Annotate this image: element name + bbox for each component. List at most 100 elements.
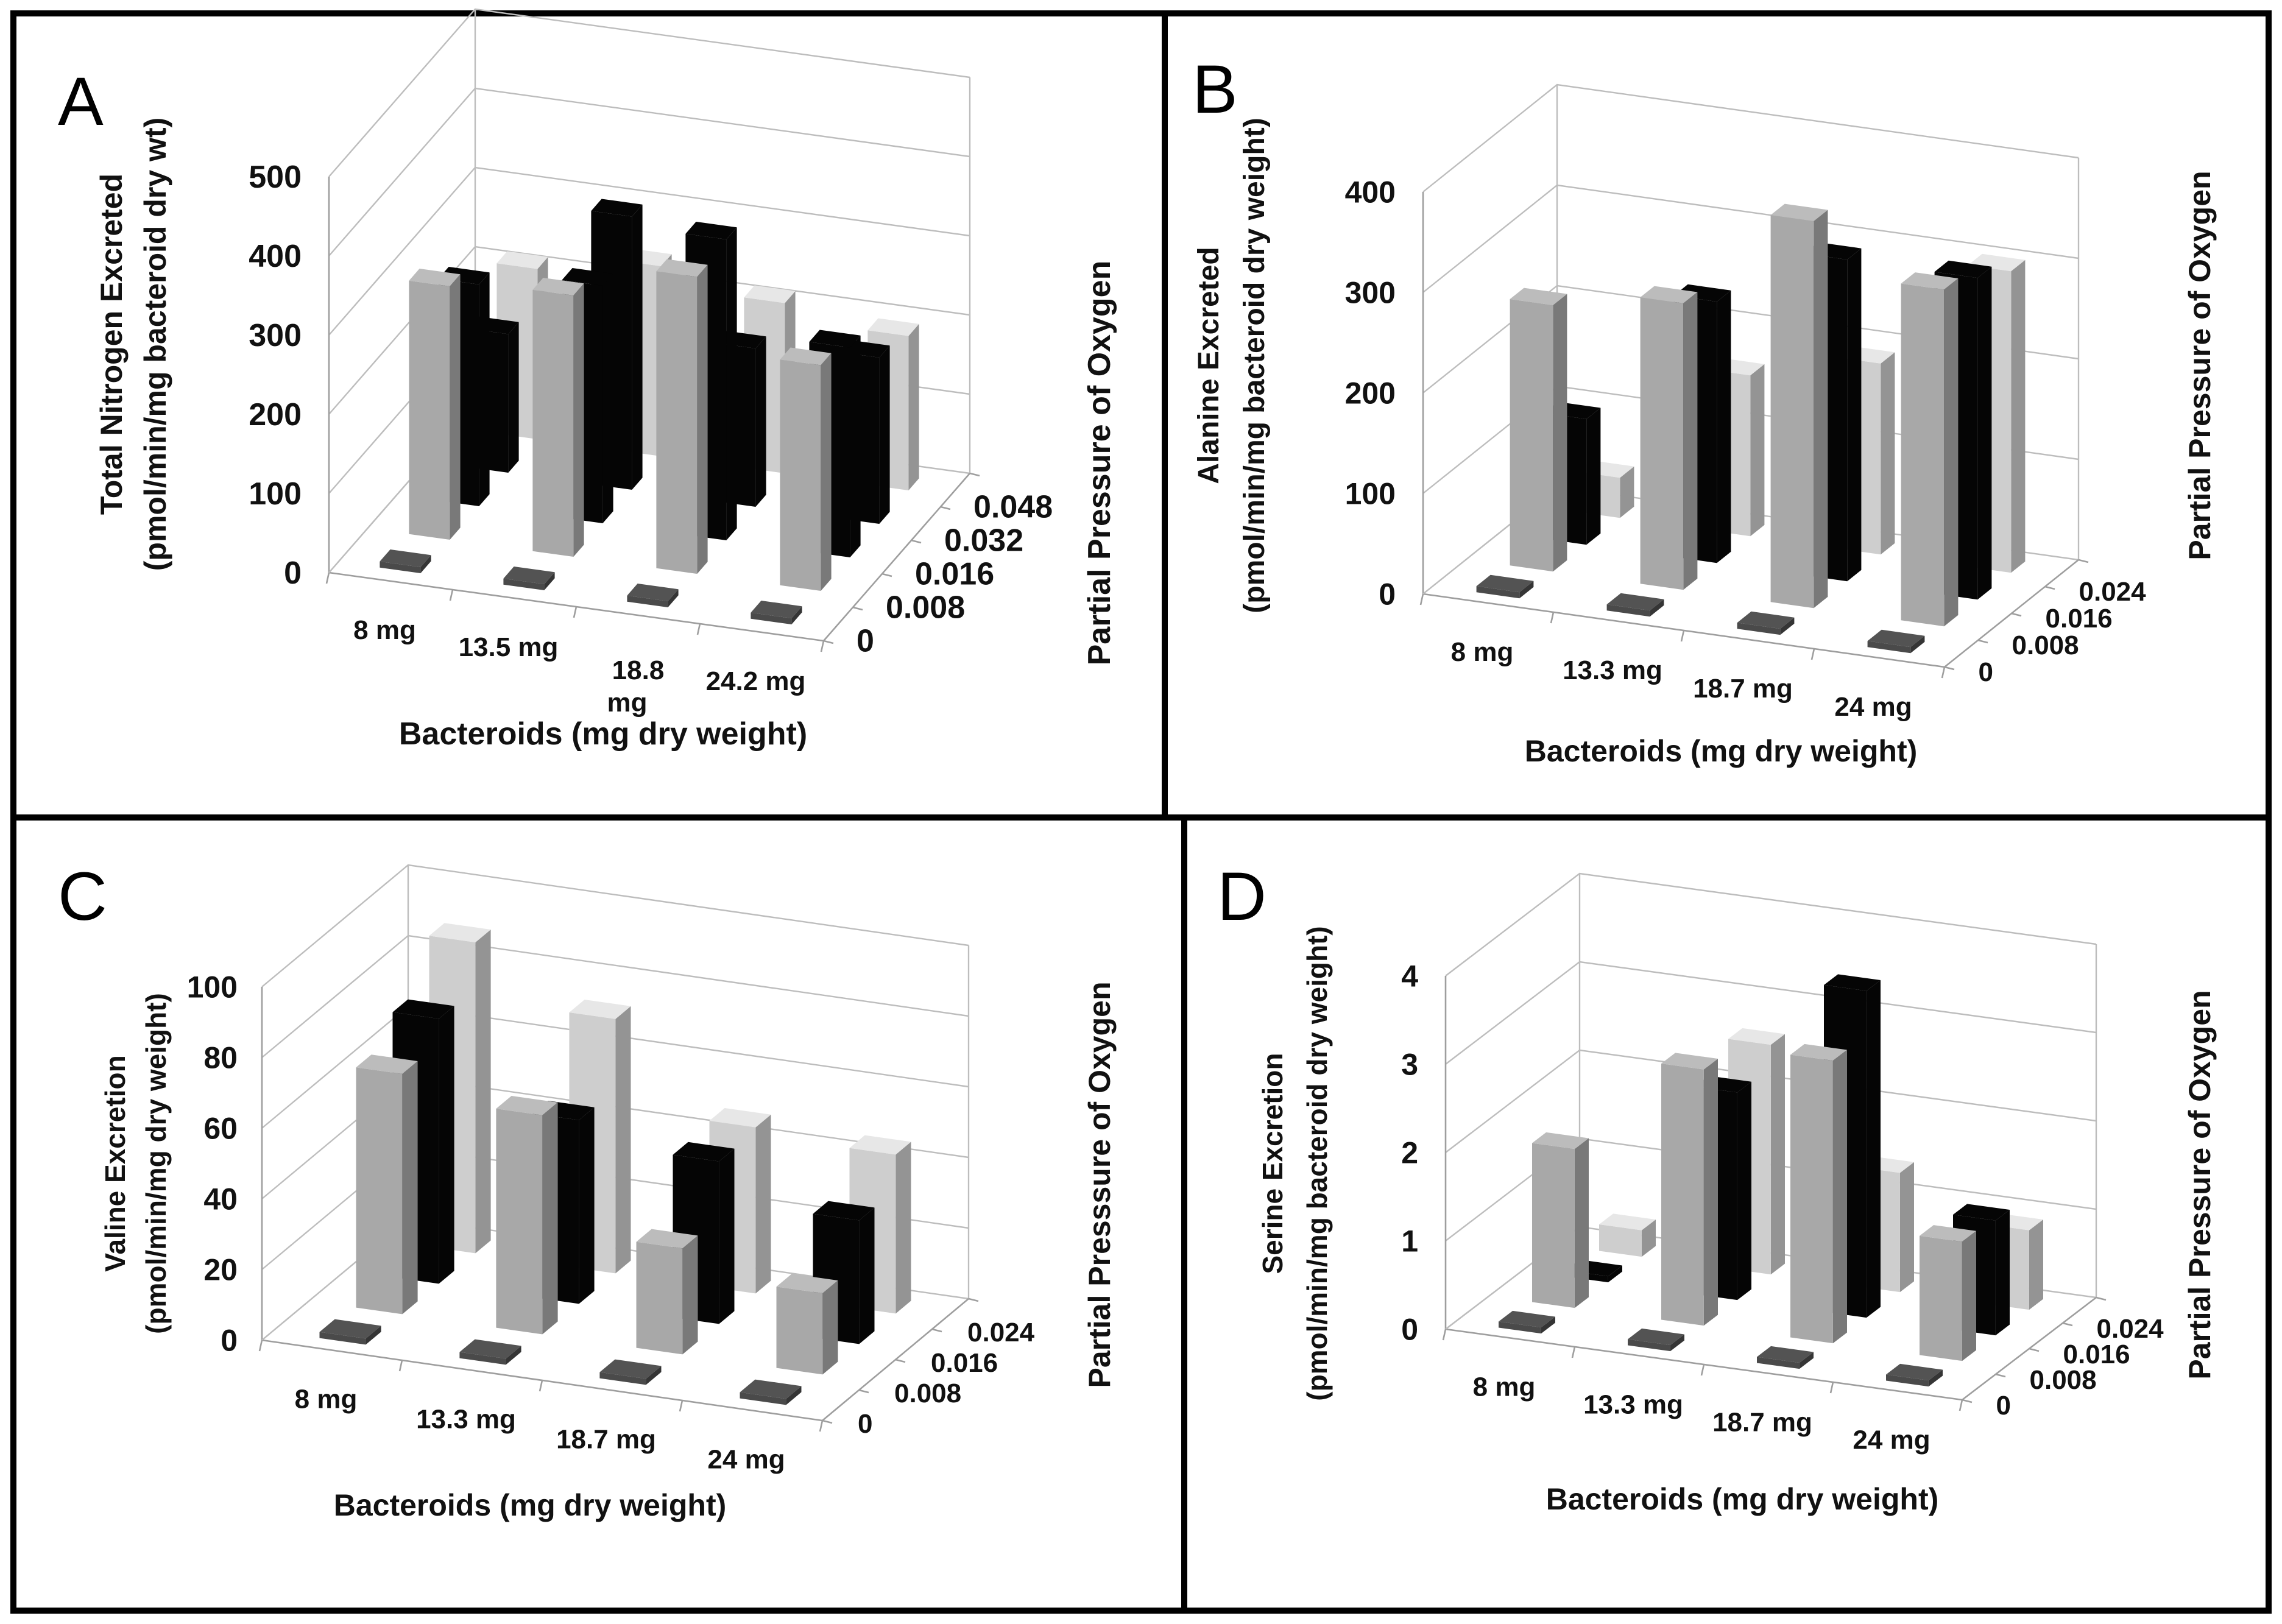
bar-side — [1832, 1050, 1847, 1344]
z-tick-label: 0.024 — [967, 1318, 1035, 1347]
chart-panel-b: 0 100 200 300 400 8 mg 13.3 mg 18.7 mg 24 mg 0 0.0… — [1162, 10, 2272, 821]
bar-front — [1790, 1054, 1833, 1344]
bar-top — [809, 330, 861, 348]
y-tick-label: 200 — [249, 397, 302, 432]
bar-front — [1770, 215, 1814, 609]
x-tick-label-line: mg — [607, 688, 648, 718]
bar-front — [409, 280, 450, 540]
bar-side — [1670, 1334, 1684, 1352]
bar-front — [740, 1392, 786, 1405]
z-tick-label: 0.016 — [931, 1348, 998, 1378]
x-tick-mark — [539, 1380, 543, 1392]
bar-side — [755, 1114, 771, 1294]
bar-d-0.008-0 — [1532, 1132, 1589, 1308]
bar-b-0.008-0 — [1510, 288, 1567, 572]
z-axis-title: Partial Presssure of Oxygen — [1083, 982, 1117, 1388]
z-tick-label: 0.008 — [886, 590, 965, 626]
bar-front — [459, 1352, 506, 1365]
bar-top — [569, 1000, 631, 1019]
z-tick-mark — [940, 506, 951, 510]
z-tick-mark — [852, 606, 863, 611]
y-axis-title: Valine Excretion — [99, 1055, 131, 1271]
bar-top — [1824, 974, 1881, 991]
bar-front — [627, 595, 668, 607]
bar-d-0.008-1 — [1661, 1053, 1718, 1326]
x-tick-label: 18.7 mg — [1712, 1408, 1812, 1438]
bar-top — [503, 567, 555, 584]
bar-side — [859, 1207, 875, 1344]
z-tick-mark — [2096, 1296, 2107, 1301]
bar-side — [2011, 259, 2026, 573]
bar-a-0.008-3 — [780, 347, 832, 591]
x-tick-label: 8 mg — [295, 1385, 358, 1414]
y-tick-label: 300 — [249, 318, 302, 353]
bar-front — [503, 578, 545, 590]
bar-top — [813, 1201, 875, 1221]
bar-top — [409, 269, 461, 286]
bar-top — [751, 601, 802, 618]
x-tick-label: 24 mg — [1834, 692, 1912, 722]
x-tick-mark — [398, 1360, 403, 1372]
z-tick-mark — [2044, 585, 2055, 590]
y-tick-label: 20 — [203, 1253, 238, 1287]
bar-side — [1928, 1369, 1943, 1387]
bar-side — [1750, 364, 1765, 537]
axes — [258, 987, 979, 1432]
bar-b-0-1 — [1606, 593, 1664, 617]
bar-side — [544, 572, 555, 590]
bar-a-0-3 — [751, 601, 802, 624]
z-tick-mark — [1962, 1399, 1973, 1403]
bar-top — [776, 1274, 838, 1293]
z-tick-mark — [895, 1358, 906, 1363]
bar-top — [380, 549, 431, 567]
panel-letter: B — [1192, 51, 1238, 127]
bar-top — [1790, 1043, 1847, 1061]
y-tick-label: 100 — [249, 476, 302, 512]
bar-side — [1608, 1265, 1622, 1283]
z-tick-mark — [1977, 639, 1988, 644]
bar-top — [1886, 1363, 1943, 1381]
y-tick-label: 200 — [1345, 376, 1396, 411]
bar-front — [751, 612, 792, 624]
z-tick-mark — [2011, 612, 2022, 617]
bar-side — [1977, 266, 1992, 600]
bar-front — [1867, 641, 1911, 654]
x-tick-mark — [1680, 630, 1685, 642]
bar-front — [599, 1372, 646, 1385]
z-tick-mark — [1995, 1373, 2006, 1378]
z-tick-mark — [2062, 1322, 2073, 1327]
bar-top — [1661, 1053, 1718, 1070]
bar-c-0.008-3 — [776, 1274, 838, 1375]
bar-top — [1901, 272, 1959, 290]
x-axis-title: Bacteroids (mg dry weight) — [334, 1488, 727, 1522]
x-tick-mark — [1959, 1399, 1963, 1411]
bar-side — [1620, 466, 1634, 518]
z-tick-mark — [2029, 1347, 2040, 1352]
x-tick-mark — [1419, 593, 1424, 605]
bar-a-0-1 — [503, 567, 555, 590]
x-tick-mark — [258, 1340, 263, 1352]
bar-top — [740, 1379, 802, 1399]
z-tick-mark — [968, 1297, 979, 1302]
bar-top — [1606, 593, 1664, 611]
bar-side — [755, 336, 766, 507]
z-tick-label: 0 — [858, 1409, 872, 1439]
x-tick-mark — [1442, 1329, 1447, 1341]
bar-front — [776, 1287, 823, 1375]
bars — [1476, 203, 2026, 654]
bar-side — [1899, 1162, 1914, 1293]
z-tick-mark — [823, 640, 834, 644]
x-tick-mark — [1941, 666, 1946, 679]
bar-b-0-0 — [1476, 574, 1534, 599]
y-tick-label: 1 — [1401, 1224, 1418, 1259]
bar-side — [791, 606, 802, 624]
z-tick-label: 0.024 — [2079, 577, 2147, 607]
bar-a-0-0 — [380, 549, 431, 573]
z-axis-line — [823, 473, 970, 641]
bar-front — [1510, 299, 1553, 572]
bar-side — [615, 1006, 631, 1274]
bars — [1499, 974, 2043, 1387]
bar-d-0.008-3 — [1920, 1225, 1976, 1361]
x-tick-label: 13.3 mg — [1583, 1390, 1683, 1420]
